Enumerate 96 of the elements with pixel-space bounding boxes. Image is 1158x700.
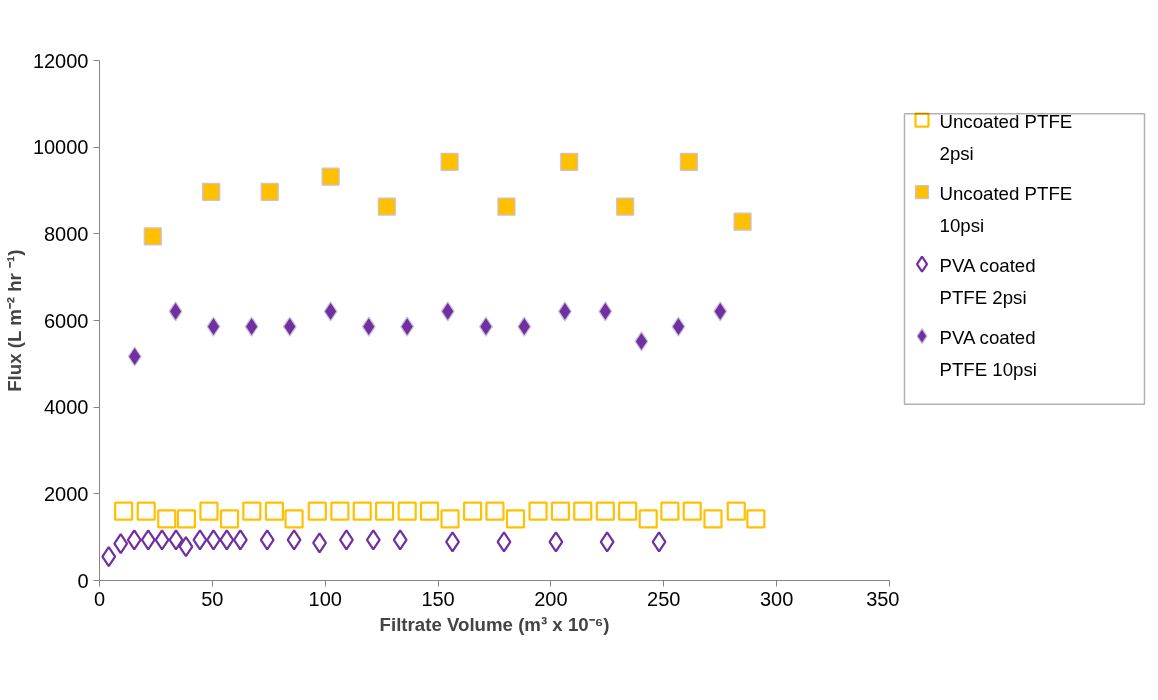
y-tick-label: 0: [77, 569, 89, 592]
point: [392, 529, 408, 551]
point: [726, 501, 746, 521]
point: [176, 509, 196, 529]
point: [127, 346, 142, 367]
point: [219, 529, 235, 551]
x-tick-label: 350: [866, 587, 900, 610]
point: [284, 509, 304, 529]
point: [400, 316, 415, 337]
point: [244, 316, 259, 337]
point: [168, 301, 183, 322]
point: [259, 529, 275, 551]
point: [286, 529, 302, 551]
point: [440, 509, 460, 529]
point: [206, 316, 221, 337]
point: [199, 501, 219, 521]
point: [154, 529, 170, 551]
point: [397, 501, 417, 521]
point: [140, 529, 156, 551]
y-tick-label: 6000: [44, 309, 89, 332]
point: [440, 301, 455, 322]
point: [618, 501, 638, 521]
x-tick-label: 0: [93, 587, 106, 610]
point: [192, 529, 208, 551]
point: [202, 182, 221, 201]
point: [136, 501, 156, 521]
point: [634, 331, 649, 352]
point: [682, 501, 702, 521]
point: [616, 197, 635, 216]
legend-label: PVA coated PTFE 2psi: [939, 255, 1036, 308]
point: [157, 509, 177, 529]
point: [282, 316, 297, 337]
legend-label: Uncoated PTFE 10psi: [939, 183, 1073, 236]
point: [548, 531, 564, 553]
point: [573, 501, 593, 521]
point: [557, 301, 572, 322]
y-axis-title: Flux (L m⁻² hr ⁻¹): [3, 249, 25, 392]
point: [660, 501, 680, 521]
point: [101, 546, 117, 568]
point: [114, 501, 134, 521]
point: [168, 529, 184, 551]
point: [440, 152, 459, 171]
point: [713, 301, 728, 322]
x-tick-label: 200: [534, 587, 568, 610]
point: [352, 501, 372, 521]
x-tick-label: 300: [759, 587, 794, 610]
point: [599, 531, 615, 553]
point: [330, 501, 350, 521]
point: [242, 501, 262, 521]
legend-label: Uncoated PTFE 2psi: [939, 111, 1073, 164]
point: [113, 533, 129, 555]
point: [260, 182, 279, 201]
point: [361, 316, 376, 337]
point: [143, 227, 162, 246]
x-tick-label: 50: [201, 587, 224, 610]
x-axis-title: Filtrate Volume (m³ x 10⁻⁶): [379, 613, 610, 635]
y-tick-label: 12000: [32, 49, 89, 72]
point: [671, 316, 686, 337]
point: [505, 509, 526, 529]
point: [365, 529, 381, 551]
x-tick-label: 150: [421, 587, 455, 610]
y-tick-label: 4000: [44, 396, 89, 419]
point: [651, 531, 667, 553]
point: [733, 212, 752, 231]
point: [374, 501, 395, 521]
point: [321, 167, 340, 186]
point: [497, 197, 516, 216]
point: [550, 501, 571, 521]
x-tick-label: 100: [308, 587, 342, 610]
point: [560, 152, 579, 171]
point: [528, 501, 548, 521]
point: [703, 509, 723, 529]
point: [126, 529, 142, 551]
point: [517, 316, 532, 337]
point: [377, 197, 396, 216]
point: [638, 509, 658, 529]
point: [463, 501, 483, 521]
y-tick-label: 2000: [44, 482, 89, 505]
point: [478, 316, 493, 337]
point: [219, 509, 240, 529]
x-tick-label: 250: [647, 587, 681, 610]
point: [323, 301, 338, 322]
point: [496, 531, 512, 553]
point: [264, 501, 285, 521]
point: [419, 501, 440, 521]
y-tick-label: 10000: [32, 136, 89, 159]
point: [679, 152, 698, 171]
point: [598, 301, 613, 322]
legend-label: PVA coated PTFE 10psi: [939, 327, 1037, 380]
y-tick-label: 8000: [44, 222, 89, 245]
point: [232, 529, 248, 551]
point: [307, 501, 327, 521]
point: [485, 501, 505, 521]
point: [595, 501, 615, 521]
point: [178, 536, 194, 558]
point: [746, 509, 766, 529]
